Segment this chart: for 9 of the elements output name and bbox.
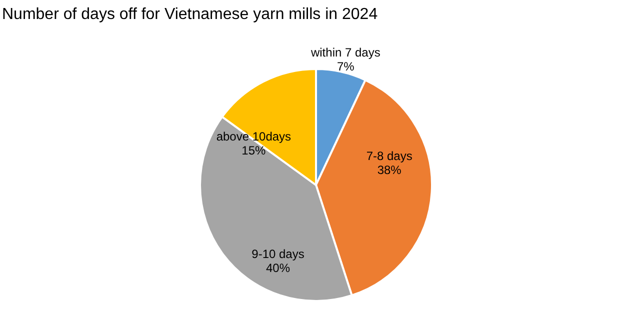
- data-label: 15%: [242, 144, 266, 158]
- slice-label: 7-8 days: [366, 148, 412, 163]
- data-label: 38%: [377, 162, 402, 177]
- data-label: 40%: [266, 261, 290, 276]
- data-label: 7%: [336, 59, 355, 74]
- slice-label: 9-10 days: [252, 247, 304, 262]
- chart-title: Number of days off for Vietnamese yarn mills in 2024: [2, 6, 378, 23]
- slice-label: within 7 days: [310, 45, 380, 60]
- slice-label: above 10days: [216, 130, 292, 144]
